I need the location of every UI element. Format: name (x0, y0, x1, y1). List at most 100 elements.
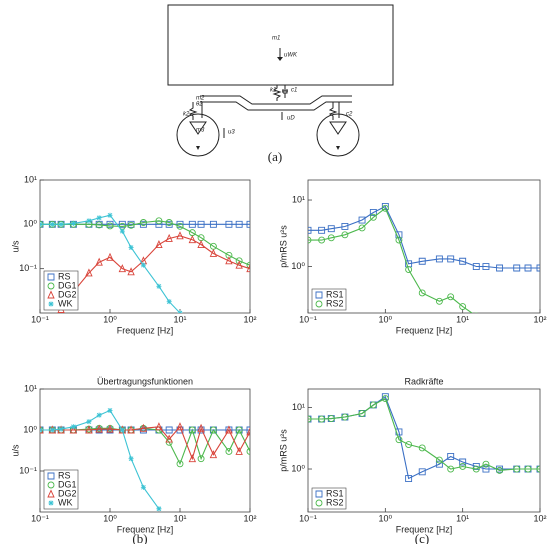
marker (246, 220, 250, 228)
marker (418, 257, 426, 265)
y-tick-label: 10¹ (292, 194, 305, 204)
y-axis-label: u/s (10, 240, 20, 253)
y-axis-label: p/mRS u²s (278, 429, 288, 472)
plot-area (308, 393, 540, 482)
marker (188, 454, 197, 463)
marker (139, 423, 148, 432)
marker (96, 215, 102, 221)
marker (176, 422, 184, 431)
secondary-suspension (272, 85, 288, 101)
marker (472, 263, 480, 270)
marker (496, 264, 504, 272)
marker (47, 282, 55, 290)
marker (165, 434, 173, 443)
marker (155, 217, 163, 225)
marker (418, 444, 426, 452)
marker (155, 422, 163, 431)
marker (395, 231, 403, 239)
marker (209, 248, 218, 257)
marker (315, 490, 323, 498)
marker (127, 221, 135, 229)
marker (395, 436, 403, 444)
y-axis-label: u/s (10, 444, 20, 457)
marker (106, 424, 114, 433)
marker (127, 267, 135, 276)
panel-label: (c) (415, 531, 429, 544)
marker (140, 484, 146, 490)
marker (119, 427, 125, 433)
diagram-label: m3 (196, 128, 205, 134)
marker (70, 220, 76, 226)
y-axis-label: p/mRS u²s (278, 225, 288, 268)
marker (49, 427, 55, 433)
marker (318, 226, 326, 234)
series-line (308, 397, 540, 471)
wheel (176, 113, 220, 157)
marker (435, 456, 443, 464)
marker (165, 220, 173, 228)
panel-label: (a) (268, 149, 282, 164)
marker (315, 499, 323, 507)
marker (395, 236, 403, 244)
x-tick-label: 10⁻¹ (31, 513, 49, 523)
marker (474, 312, 478, 313)
diagram-label: m2 (196, 96, 205, 102)
y-tick-label: 10⁻¹ (19, 465, 37, 475)
marker (369, 401, 377, 409)
x-tick-label: 10⁻¹ (299, 513, 317, 523)
marker (139, 219, 147, 226)
marker (308, 415, 312, 423)
y-tick-label: 10¹ (24, 383, 37, 393)
marker (85, 268, 93, 277)
plot-area (40, 212, 250, 313)
primary-suspension (188, 102, 340, 120)
marker (482, 460, 490, 468)
marker (536, 465, 540, 473)
legend-label: DG1 (58, 479, 77, 489)
marker (327, 234, 335, 242)
marker (395, 428, 403, 436)
marker (358, 224, 366, 232)
legend-label: RS2 (326, 298, 344, 308)
marker (447, 465, 455, 473)
marker (524, 465, 532, 473)
x-axis-label: Frequenz [Hz] (117, 325, 174, 335)
legend-box (311, 288, 347, 311)
marker (308, 226, 312, 234)
marker (459, 303, 467, 311)
marker (513, 264, 521, 272)
marker (128, 245, 134, 251)
marker (197, 239, 205, 248)
marker (447, 293, 455, 301)
marker (139, 220, 147, 228)
marker (381, 395, 389, 402)
wheel (316, 113, 360, 157)
legend-box (311, 487, 347, 510)
diagram-label: k2 (183, 112, 190, 118)
marker (96, 412, 102, 418)
marker (47, 290, 55, 299)
diagram-label: θ2 (196, 102, 203, 108)
x-tick-label: 10¹ (173, 513, 186, 523)
marker (40, 427, 43, 433)
marker (496, 466, 504, 474)
marker (327, 225, 335, 233)
diagram-label: k1 (270, 88, 276, 94)
marker (95, 221, 103, 229)
marker (209, 450, 218, 459)
marker (358, 216, 366, 224)
marker (188, 220, 196, 228)
legend-label: RS2 (326, 497, 344, 507)
panel-label: (b) (132, 531, 147, 544)
bogie-frame (200, 95, 352, 111)
marker (225, 447, 233, 455)
marker (435, 255, 443, 263)
marker (341, 413, 349, 421)
x-tick-label: 10⁰ (103, 513, 117, 523)
marker (176, 222, 184, 230)
x-tick-label: 10⁻¹ (299, 314, 317, 324)
marker (107, 407, 113, 413)
x-tick-label: 10⁰ (379, 314, 393, 324)
x-tick-label: 10² (243, 513, 256, 523)
marker (459, 257, 467, 265)
